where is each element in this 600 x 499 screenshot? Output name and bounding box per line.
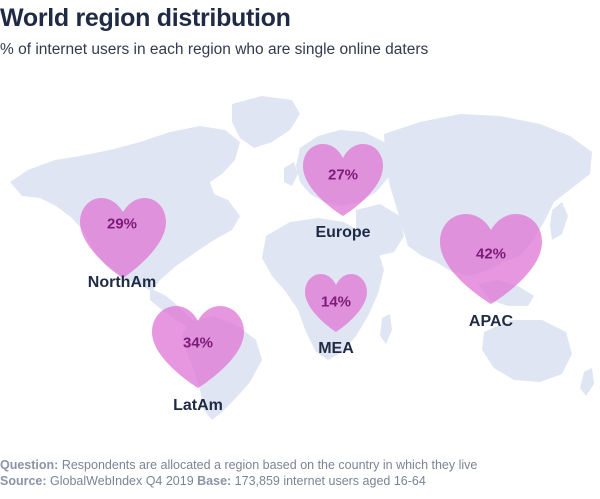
source-label: Source: bbox=[0, 474, 47, 488]
base-text: 173,859 internet users aged 16-64 bbox=[234, 474, 426, 488]
source-text: GlobalWebIndex Q4 2019 bbox=[50, 474, 194, 488]
label-mea: MEA bbox=[318, 340, 354, 357]
question-label: Question: bbox=[0, 458, 59, 472]
value-northam: 29% bbox=[106, 215, 138, 233]
label-europe: Europe bbox=[315, 224, 371, 241]
land-japan bbox=[550, 202, 568, 240]
heart-northam bbox=[80, 198, 166, 278]
heart-latam bbox=[152, 306, 244, 388]
heart-mea bbox=[305, 274, 367, 332]
footnote-source: Source: GlobalWebIndex Q4 2019 Base: 173… bbox=[0, 474, 426, 488]
question-text: Respondents are allocated a region based… bbox=[61, 458, 478, 472]
value-europe: 27% bbox=[327, 166, 359, 184]
world-map bbox=[10, 96, 594, 420]
page-subtitle: % of internet users in each region who a… bbox=[0, 41, 429, 58]
base-label: Base: bbox=[197, 474, 232, 488]
value-mea: 14% bbox=[320, 293, 352, 311]
footnote-question: Question: Respondents are allocated a re… bbox=[0, 458, 477, 472]
land-asia bbox=[384, 114, 592, 276]
land-greenland bbox=[232, 96, 300, 148]
page-title: World region distribution bbox=[0, 4, 291, 32]
land-middle-east bbox=[356, 204, 404, 256]
land-uk bbox=[284, 162, 298, 186]
heart-apac bbox=[440, 214, 542, 304]
value-latam: 34% bbox=[182, 334, 214, 352]
land-north-america bbox=[10, 126, 240, 292]
label-northam: NorthAm bbox=[87, 274, 157, 291]
label-latam: LatAm bbox=[173, 397, 223, 414]
land-new-zealand bbox=[580, 368, 594, 396]
land-australia bbox=[482, 320, 572, 382]
value-apac: 42% bbox=[475, 245, 507, 263]
label-apac: APAC bbox=[468, 313, 514, 330]
land-madagascar bbox=[380, 314, 392, 344]
heart-europe bbox=[303, 144, 383, 216]
